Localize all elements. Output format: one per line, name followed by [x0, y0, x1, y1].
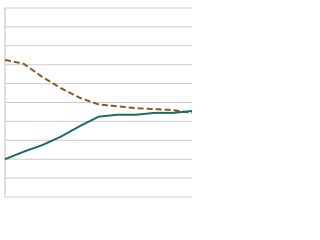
chart [4, 7, 193, 198]
series-line [4, 110, 193, 161]
page: (() => { const data = JSON.parse(documen… [4, 7, 193, 198]
series-line [4, 58, 193, 114]
